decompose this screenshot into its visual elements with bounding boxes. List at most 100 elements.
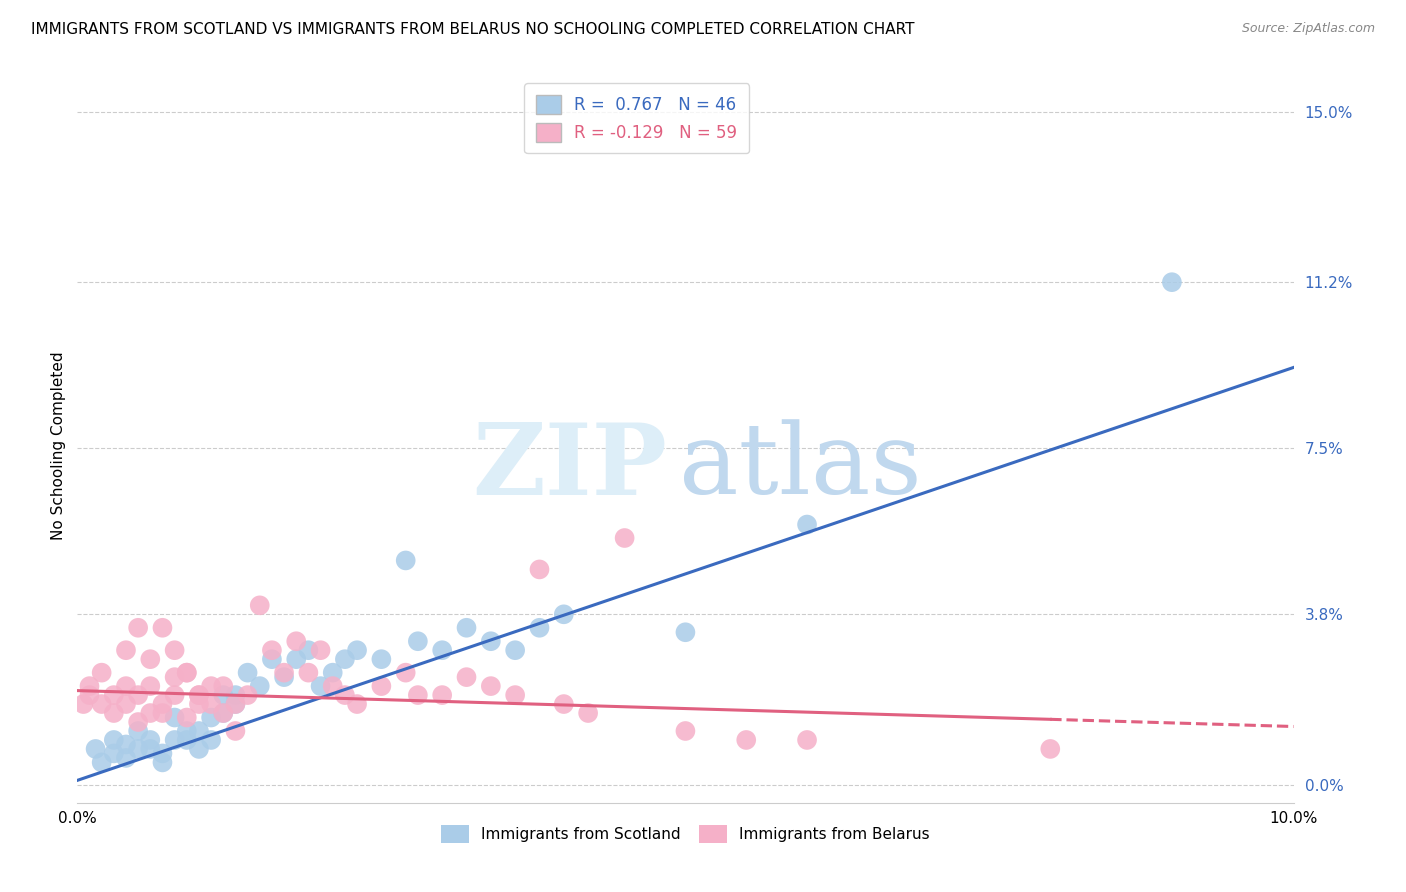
Point [370, 679, 392, 693]
Point [333, 652, 356, 666]
Point [260, 652, 283, 666]
Point [346, 643, 368, 657]
Point [127, 723, 149, 738]
Point [285, 652, 308, 666]
Point [176, 733, 198, 747]
Y-axis label: No Schooling Completed: No Schooling Completed [51, 351, 66, 541]
Point [188, 742, 211, 756]
Point [553, 697, 575, 711]
Point [152, 756, 174, 770]
Point [188, 688, 211, 702]
Point [188, 723, 211, 738]
Point [212, 688, 235, 702]
Point [430, 643, 453, 657]
Point [127, 688, 149, 702]
Point [479, 679, 502, 693]
Point [90, 697, 112, 711]
Point [103, 688, 125, 702]
Point [529, 562, 551, 576]
Point [297, 643, 319, 657]
Text: IMMIGRANTS FROM SCOTLAND VS IMMIGRANTS FROM BELARUS NO SCHOOLING COMPLETED CORRE: IMMIGRANTS FROM SCOTLAND VS IMMIGRANTS F… [31, 22, 914, 37]
Point [200, 733, 222, 747]
Point [430, 688, 453, 702]
Point [322, 679, 344, 693]
Point [115, 697, 138, 711]
Point [103, 733, 125, 747]
Point [212, 706, 235, 720]
Point [406, 634, 429, 648]
Point [115, 738, 138, 752]
Point [236, 665, 259, 680]
Point [675, 723, 697, 738]
Point [249, 679, 271, 693]
Point [90, 665, 112, 680]
Point [395, 665, 418, 680]
Point [503, 643, 526, 657]
Point [90, 756, 112, 770]
Point [1161, 275, 1184, 289]
Point [370, 652, 392, 666]
Point [115, 751, 138, 765]
Point [79, 679, 101, 693]
Point [260, 643, 283, 657]
Point [103, 706, 125, 720]
Point [309, 679, 332, 693]
Point [163, 733, 186, 747]
Text: Source: ZipAtlas.com: Source: ZipAtlas.com [1241, 22, 1375, 36]
Point [297, 665, 319, 680]
Point [285, 634, 308, 648]
Point [188, 697, 211, 711]
Point [139, 652, 162, 666]
Point [236, 688, 259, 702]
Point [176, 723, 198, 738]
Point [796, 733, 818, 747]
Point [188, 688, 211, 702]
Point [176, 665, 198, 680]
Point [152, 621, 174, 635]
Point [479, 634, 502, 648]
Point [115, 679, 138, 693]
Point [200, 679, 222, 693]
Point [152, 747, 174, 761]
Legend: Immigrants from Scotland, Immigrants from Belarus: Immigrants from Scotland, Immigrants fro… [436, 819, 935, 848]
Point [79, 688, 101, 702]
Point [249, 599, 271, 613]
Point [456, 621, 478, 635]
Point [576, 706, 599, 720]
Point [139, 679, 162, 693]
Point [406, 688, 429, 702]
Point [796, 517, 818, 532]
Point [200, 710, 222, 724]
Point [163, 670, 186, 684]
Point [1039, 742, 1062, 756]
Point [456, 670, 478, 684]
Point [176, 665, 198, 680]
Point [273, 665, 295, 680]
Point [553, 607, 575, 622]
Point [346, 697, 368, 711]
Point [503, 688, 526, 702]
Point [212, 679, 235, 693]
Point [273, 670, 295, 684]
Point [72, 697, 94, 711]
Point [224, 723, 246, 738]
Point [395, 553, 418, 567]
Point [176, 710, 198, 724]
Point [127, 742, 149, 756]
Point [163, 710, 186, 724]
Point [529, 621, 551, 635]
Point [735, 733, 758, 747]
Point [212, 706, 235, 720]
Point [115, 643, 138, 657]
Point [613, 531, 636, 545]
Point [322, 665, 344, 680]
Point [103, 747, 125, 761]
Point [309, 643, 332, 657]
Point [200, 697, 222, 711]
Point [139, 742, 162, 756]
Point [127, 714, 149, 729]
Text: atlas: atlas [679, 419, 922, 516]
Point [224, 697, 246, 711]
Point [333, 688, 356, 702]
Point [139, 706, 162, 720]
